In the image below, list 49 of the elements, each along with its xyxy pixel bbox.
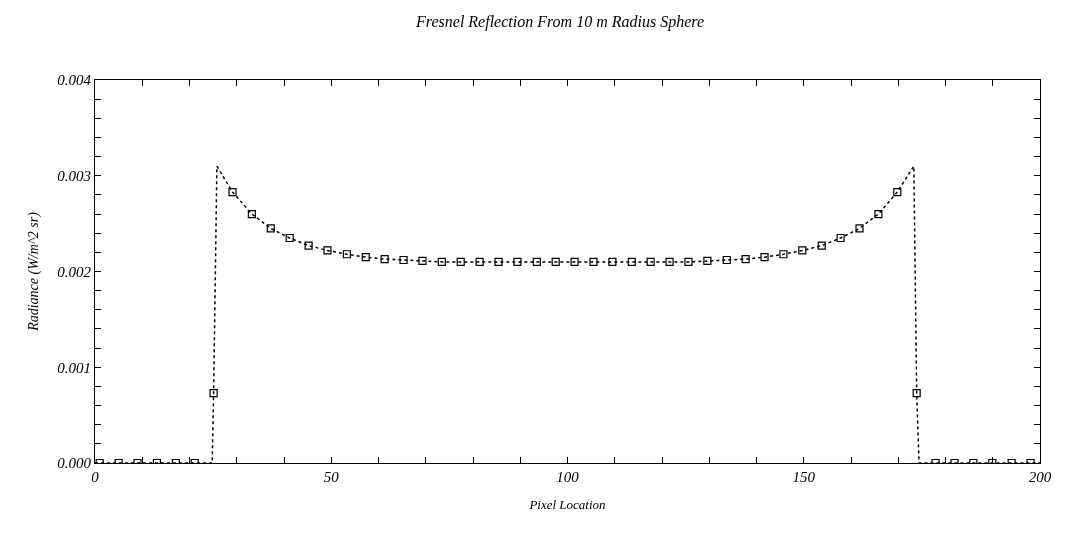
point [418, 256, 427, 266]
point [361, 253, 370, 262]
point [380, 254, 389, 264]
point [285, 233, 294, 243]
point [836, 233, 845, 243]
y-tick-label: 0.000 [57, 455, 92, 472]
point [665, 257, 674, 267]
point [798, 246, 807, 255]
point [551, 257, 560, 267]
point [437, 257, 446, 267]
point [570, 257, 579, 267]
point [893, 187, 902, 197]
x-axis-title: Pixel Location [528, 496, 606, 512]
point [703, 256, 712, 266]
point [266, 224, 275, 233]
point [513, 257, 522, 267]
point [456, 257, 465, 267]
point [589, 257, 598, 267]
point [760, 253, 769, 262]
point [646, 257, 655, 267]
point [684, 257, 693, 267]
point [228, 187, 237, 197]
point [304, 241, 313, 250]
y-tick-label: 0.002 [57, 263, 92, 280]
point [475, 257, 484, 267]
point [874, 209, 883, 219]
point [608, 257, 617, 267]
point [817, 241, 826, 250]
point [741, 254, 750, 264]
x-tick-label: 200 [1028, 469, 1052, 485]
point [247, 209, 256, 219]
point [627, 257, 636, 267]
point [722, 255, 731, 265]
point [779, 250, 788, 259]
x-tick-label: 0 [91, 469, 100, 485]
x-tick-label: 100 [556, 469, 580, 485]
chart-title: Fresnel Reflection From 10 m Radius Sphere [415, 13, 705, 32]
y-tick-label: 0.004 [57, 72, 92, 89]
x-tick-label: 150 [792, 469, 816, 485]
point [532, 257, 541, 267]
x-tick-label: 50 [323, 469, 340, 485]
point [494, 257, 503, 267]
point [323, 246, 332, 255]
y-tick-label: 0.001 [57, 359, 91, 376]
y-axis-title: Radiance (W/m^2 sr) [25, 211, 42, 332]
point [399, 255, 408, 265]
point [342, 250, 351, 259]
point [855, 224, 864, 233]
y-tick-label: 0.003 [57, 168, 91, 184]
